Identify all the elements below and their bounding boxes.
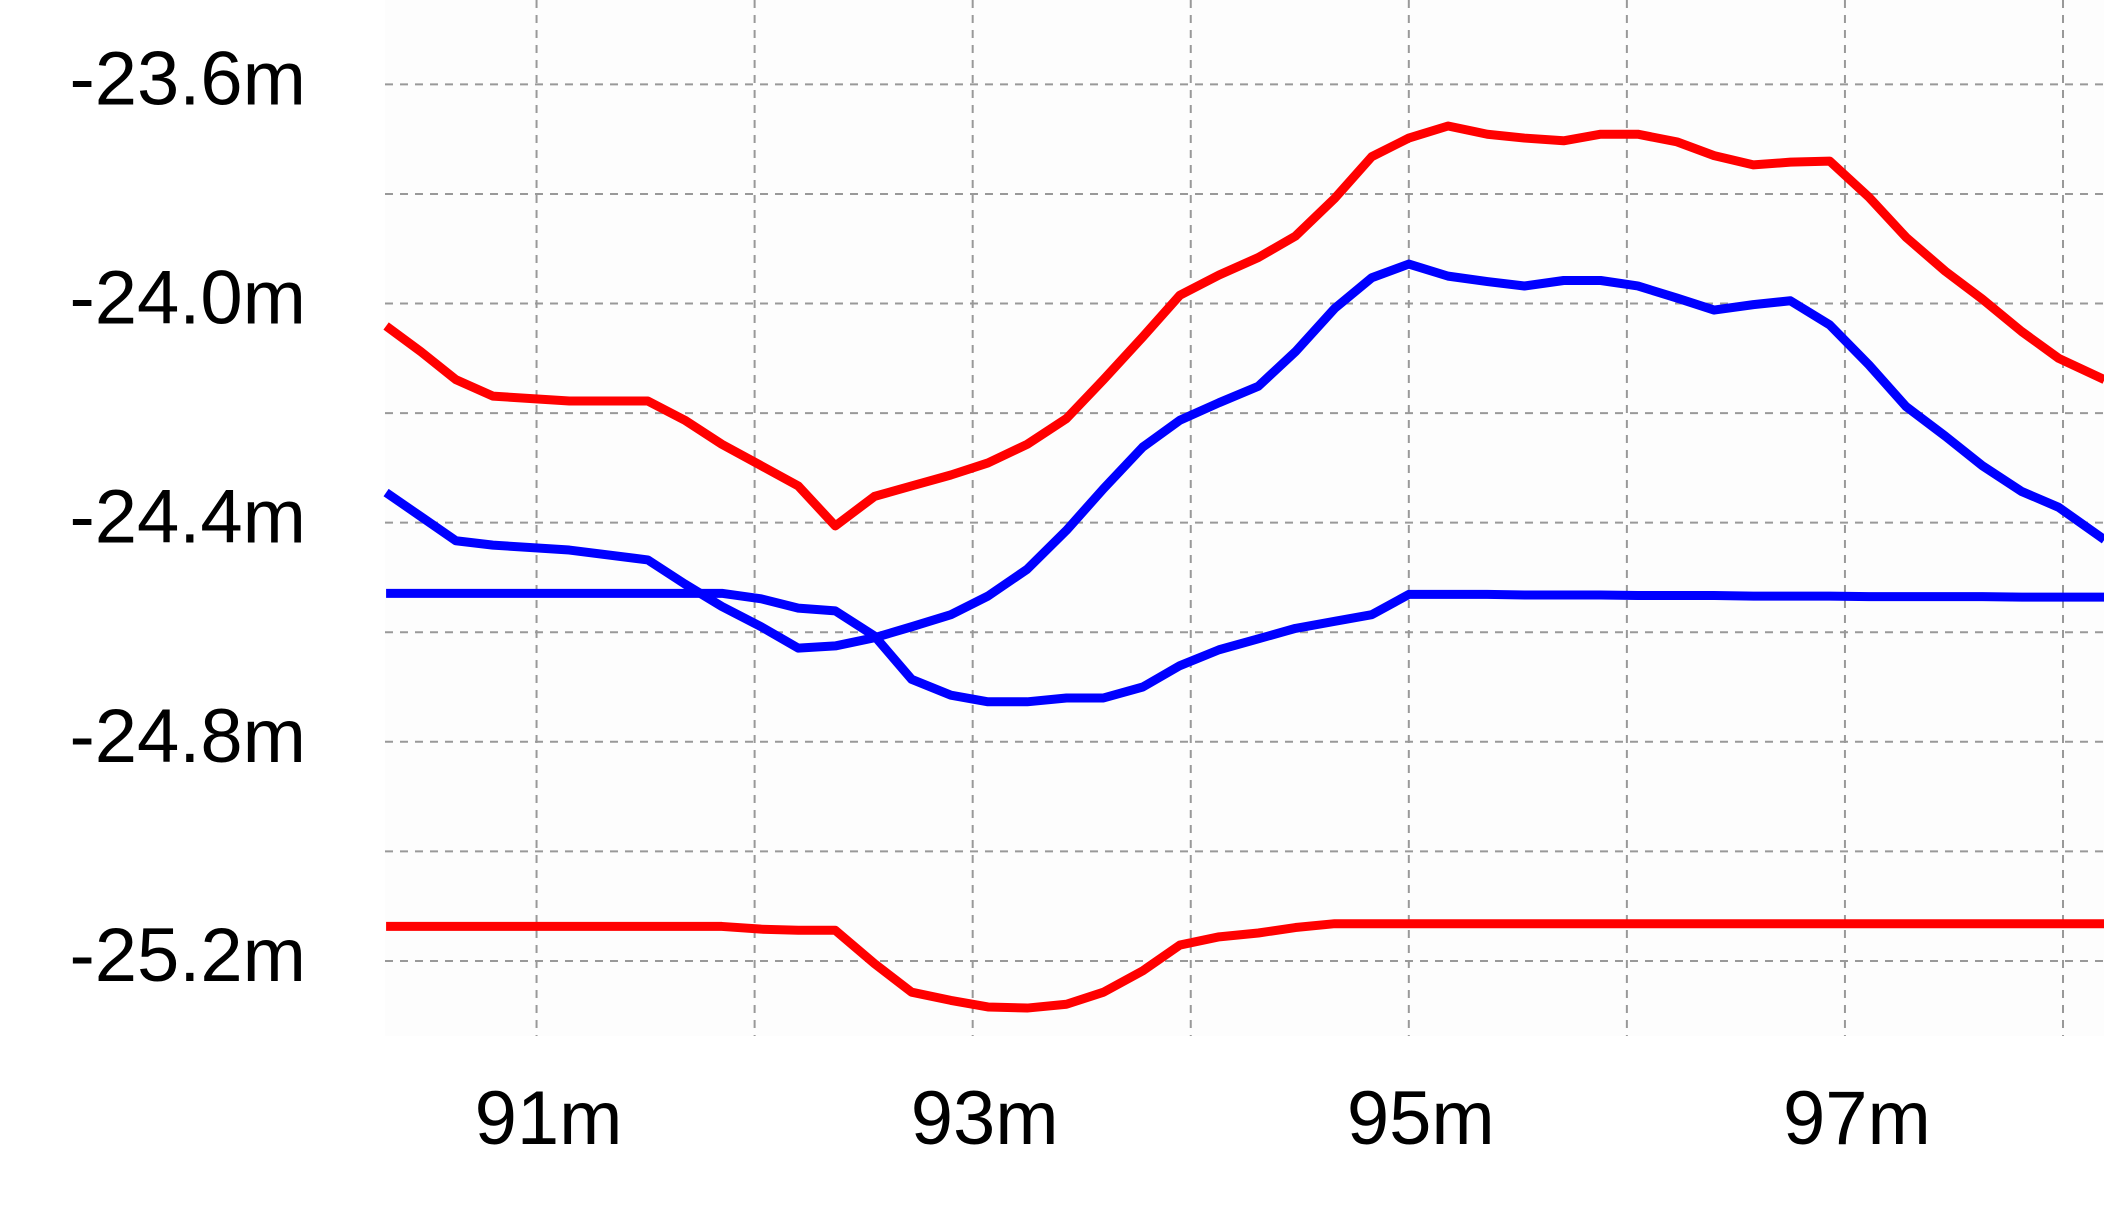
x-tick-label: 91m (475, 1076, 623, 1161)
series-line (383, 121, 2104, 531)
y-tick-label: -24.8m (69, 694, 306, 779)
series-line (386, 919, 2104, 1013)
x-tick-label: 93m (911, 1076, 1059, 1161)
y-tick-label: -24.0m (69, 256, 306, 341)
series-line (383, 259, 2104, 653)
y-tick-label: -25.2m (69, 913, 306, 998)
x-tick-label: 95m (1347, 1076, 1495, 1161)
series-line (386, 588, 2104, 707)
y-tick-label: -24.4m (69, 475, 306, 560)
x-tick-label: 97m (1783, 1076, 1931, 1161)
y-tick-label: -23.6m (69, 36, 306, 121)
plot-area (385, 0, 2104, 1036)
